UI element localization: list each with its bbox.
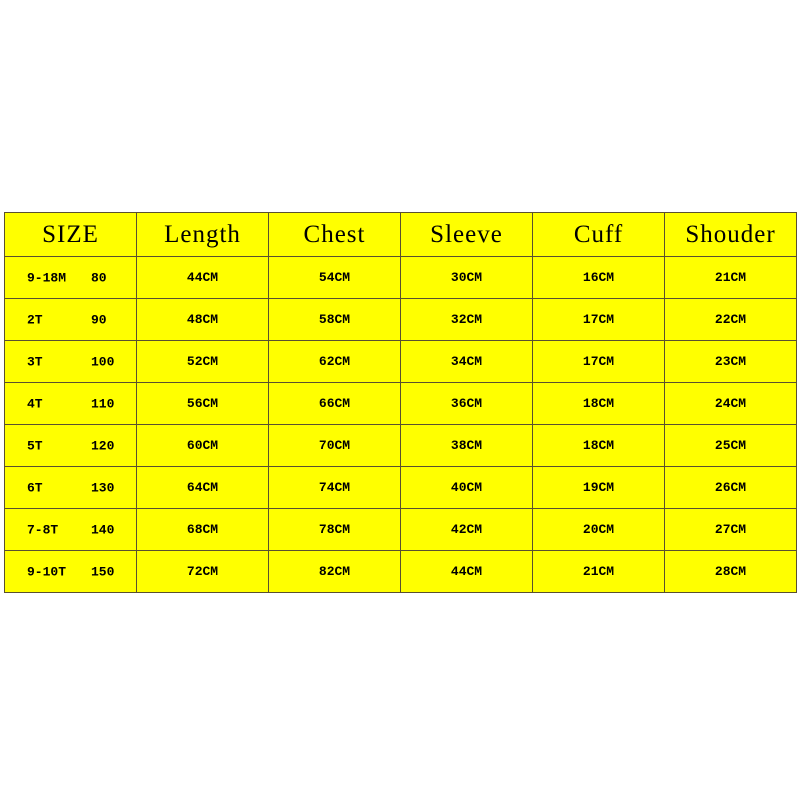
chest-cell: 78CM xyxy=(268,508,401,551)
table-row: 9-18M 80 44CM 54CM 30CM 16CM 21CM xyxy=(4,256,797,299)
length-cell: 44CM xyxy=(136,256,269,299)
table-row: 4T 110 56CM 66CM 36CM 18CM 24CM xyxy=(4,382,797,425)
size-height: 100 xyxy=(91,354,115,369)
table-row: 5T 120 60CM 70CM 38CM 18CM 25CM xyxy=(4,424,797,467)
length-cell: 60CM xyxy=(136,424,269,467)
sleeve-cell: 42CM xyxy=(400,508,533,551)
cuff-cell: 21CM xyxy=(532,550,665,593)
shoulder-cell: 22CM xyxy=(664,298,797,341)
table-row: 3T 100 52CM 62CM 34CM 17CM 23CM xyxy=(4,340,797,383)
header-row: SIZE Length Chest Sleeve Cuff Shouder xyxy=(4,212,797,257)
chest-cell: 58CM xyxy=(268,298,401,341)
header-size: SIZE xyxy=(4,212,137,257)
length-cell: 56CM xyxy=(136,382,269,425)
sleeve-cell: 44CM xyxy=(400,550,533,593)
cuff-cell: 19CM xyxy=(532,466,665,509)
table-row: 6T 130 64CM 74CM 40CM 19CM 26CM xyxy=(4,466,797,509)
sleeve-cell: 36CM xyxy=(400,382,533,425)
shoulder-cell: 23CM xyxy=(664,340,797,383)
size-chart-table: SIZE Length Chest Sleeve Cuff Shouder 9-… xyxy=(4,212,797,593)
cuff-cell: 17CM xyxy=(532,298,665,341)
size-height: 120 xyxy=(91,438,115,453)
size-cell: 7-8T 140 xyxy=(4,508,137,551)
shoulder-cell: 21CM xyxy=(664,256,797,299)
size-cell: 9-10T 150 xyxy=(4,550,137,593)
size-height: 110 xyxy=(91,396,115,411)
shoulder-cell: 26CM xyxy=(664,466,797,509)
size-height: 130 xyxy=(91,480,115,495)
chest-cell: 82CM xyxy=(268,550,401,593)
size-cell: 2T 90 xyxy=(4,298,137,341)
shoulder-cell: 27CM xyxy=(664,508,797,551)
size-label: 9-10T xyxy=(27,564,67,579)
chest-cell: 66CM xyxy=(268,382,401,425)
size-label: 7-8T xyxy=(27,522,59,537)
header-chest: Chest xyxy=(268,212,401,257)
chest-cell: 62CM xyxy=(268,340,401,383)
size-cell: 9-18M 80 xyxy=(4,256,137,299)
header-length: Length xyxy=(136,212,269,257)
chest-cell: 70CM xyxy=(268,424,401,467)
size-height: 90 xyxy=(91,312,107,327)
length-cell: 72CM xyxy=(136,550,269,593)
table-row: 7-8T 140 68CM 78CM 42CM 20CM 27CM xyxy=(4,508,797,551)
size-height: 80 xyxy=(91,270,107,285)
size-height: 150 xyxy=(91,564,115,579)
size-height: 140 xyxy=(91,522,115,537)
sleeve-cell: 32CM xyxy=(400,298,533,341)
size-label: 2T xyxy=(27,312,43,327)
header-sleeve: Sleeve xyxy=(400,212,533,257)
cuff-cell: 17CM xyxy=(532,340,665,383)
cuff-cell: 16CM xyxy=(532,256,665,299)
size-cell: 5T 120 xyxy=(4,424,137,467)
length-cell: 48CM xyxy=(136,298,269,341)
header-cuff: Cuff xyxy=(532,212,665,257)
shoulder-cell: 25CM xyxy=(664,424,797,467)
sleeve-cell: 40CM xyxy=(400,466,533,509)
sleeve-cell: 38CM xyxy=(400,424,533,467)
chest-cell: 74CM xyxy=(268,466,401,509)
chest-cell: 54CM xyxy=(268,256,401,299)
length-cell: 68CM xyxy=(136,508,269,551)
size-label: 4T xyxy=(27,396,43,411)
cuff-cell: 20CM xyxy=(532,508,665,551)
size-label: 6T xyxy=(27,480,43,495)
size-label: 5T xyxy=(27,438,43,453)
size-cell: 4T 110 xyxy=(4,382,137,425)
length-cell: 52CM xyxy=(136,340,269,383)
cuff-cell: 18CM xyxy=(532,424,665,467)
header-shoulder: Shouder xyxy=(664,212,797,257)
sleeve-cell: 30CM xyxy=(400,256,533,299)
table-row: 2T 90 48CM 58CM 32CM 17CM 22CM xyxy=(4,298,797,341)
cuff-cell: 18CM xyxy=(532,382,665,425)
size-cell: 6T 130 xyxy=(4,466,137,509)
shoulder-cell: 24CM xyxy=(664,382,797,425)
table-row: 9-10T 150 72CM 82CM 44CM 21CM 28CM xyxy=(4,550,797,593)
shoulder-cell: 28CM xyxy=(664,550,797,593)
size-cell: 3T 100 xyxy=(4,340,137,383)
size-label: 9-18M xyxy=(27,270,67,285)
size-label: 3T xyxy=(27,354,43,369)
sleeve-cell: 34CM xyxy=(400,340,533,383)
length-cell: 64CM xyxy=(136,466,269,509)
